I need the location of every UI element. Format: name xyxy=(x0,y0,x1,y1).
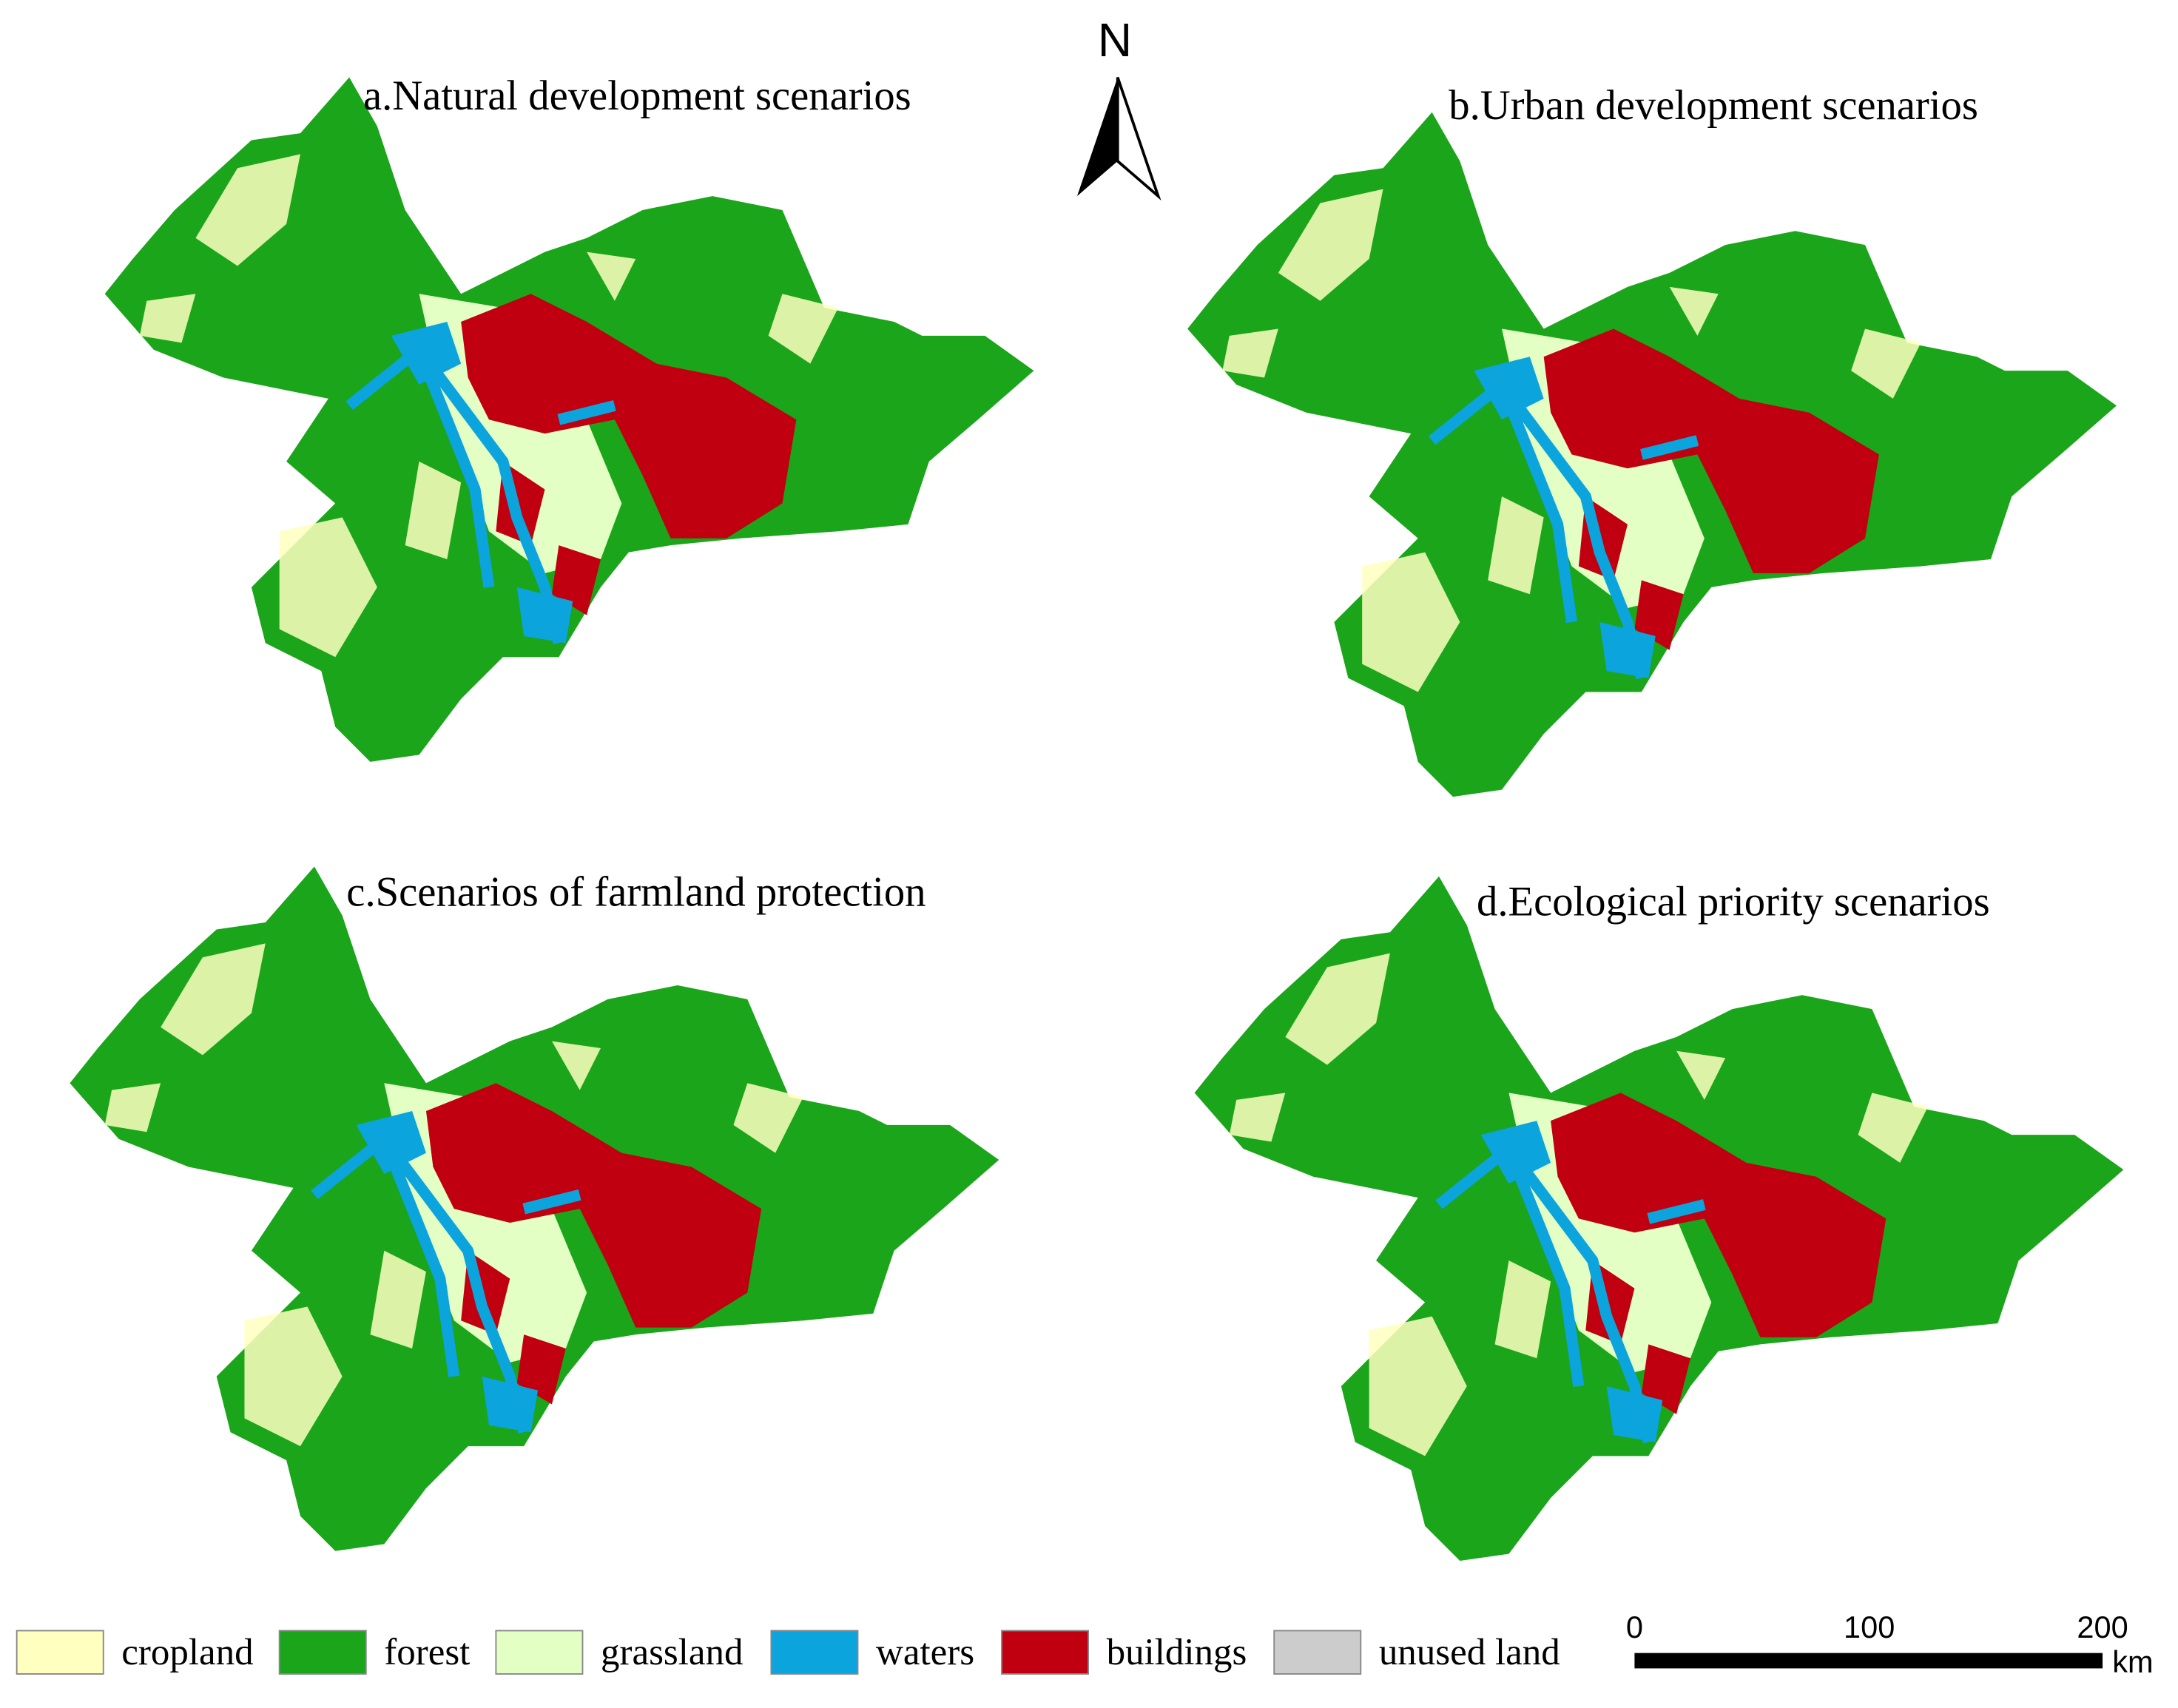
legend: cropland forest grassland waters buildings un… xyxy=(16,1630,1560,1675)
legend-swatch xyxy=(1273,1630,1362,1675)
north-arrow xyxy=(1076,75,1160,198)
scale-label: 200 xyxy=(2077,1610,2128,1644)
scale-label: 100 xyxy=(1844,1610,1895,1644)
scale-label: 0 xyxy=(1626,1610,1643,1644)
north-label: N xyxy=(1098,13,1132,67)
legend-swatch xyxy=(495,1630,584,1675)
scale-bar xyxy=(1634,1653,2103,1669)
legend-label: grassland xyxy=(601,1632,744,1673)
scale-unit: km xyxy=(2112,1644,2153,1679)
legend-swatch xyxy=(278,1630,367,1675)
legend-swatch xyxy=(770,1630,859,1675)
panel-title: a.Natural development scenarios xyxy=(363,73,911,119)
legend-label: waters xyxy=(876,1632,974,1673)
map-c xyxy=(70,866,999,1550)
legend-label: unused land xyxy=(1379,1632,1560,1673)
legend-label: cropland xyxy=(121,1632,253,1673)
legend-label: forest xyxy=(384,1632,470,1673)
panel-title: c.Scenarios of farmland protection xyxy=(346,869,926,915)
legend-swatch xyxy=(1001,1630,1089,1675)
legend-swatch xyxy=(16,1630,104,1675)
map-b xyxy=(1187,112,2117,797)
panel-title: d.Ecological priority scenarios xyxy=(1477,880,1990,925)
map-d xyxy=(1195,877,2124,1561)
map-a xyxy=(105,78,1034,762)
panel-title: b.Urban development scenarios xyxy=(1449,83,1978,129)
legend-label: buildings xyxy=(1107,1632,1247,1673)
